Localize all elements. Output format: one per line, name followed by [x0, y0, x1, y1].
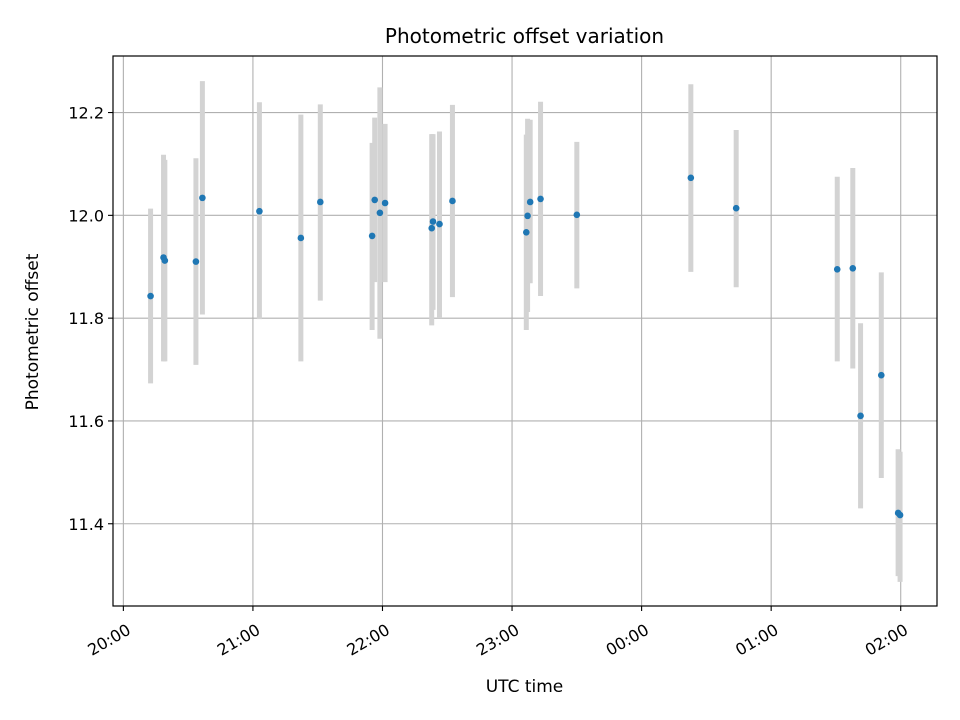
- data-point: [573, 211, 581, 219]
- data-point: [429, 218, 437, 225]
- data-point: [376, 209, 384, 217]
- data-point: [524, 212, 531, 220]
- y-tick-label: 11.6: [68, 412, 104, 431]
- data-point: [192, 258, 200, 265]
- x-axis-title: UTC time: [486, 677, 564, 697]
- data-point: [428, 224, 436, 232]
- plot-frame: [112, 55, 938, 607]
- data-point: [687, 174, 695, 182]
- data-point: [371, 196, 379, 204]
- data-points: [147, 174, 904, 519]
- y-tick-label: 11.8: [68, 309, 104, 328]
- data-point: [522, 229, 530, 236]
- data-point: [537, 195, 544, 203]
- data-point: [147, 292, 154, 300]
- data-point: [316, 198, 324, 206]
- chart-title: Photometric offset variation: [385, 24, 664, 48]
- grid-lines: [113, 56, 937, 606]
- data-point: [857, 412, 864, 420]
- data-point: [833, 266, 841, 273]
- data-point: [381, 199, 389, 207]
- data-point: [849, 264, 857, 272]
- y-tick-label: 12.2: [68, 104, 104, 123]
- data-point: [256, 207, 263, 215]
- axis-ticks: 20:00 21:00 22:00 23:00 00:00 01:00 02:0011.41…: [68, 104, 911, 660]
- data-point: [161, 257, 169, 264]
- data-point: [199, 194, 206, 202]
- data-point: [297, 234, 305, 242]
- data-point: [896, 511, 904, 519]
- data-point: [877, 371, 885, 379]
- data-point: [526, 198, 534, 206]
- y-axis-title: Photometric offset: [23, 253, 43, 410]
- data-point: [449, 197, 456, 205]
- data-point: [732, 204, 740, 212]
- data-point: [436, 220, 443, 228]
- data-point: [368, 232, 376, 240]
- y-tick-label: 11.4: [68, 515, 104, 534]
- y-tick-label: 12.0: [68, 206, 104, 225]
